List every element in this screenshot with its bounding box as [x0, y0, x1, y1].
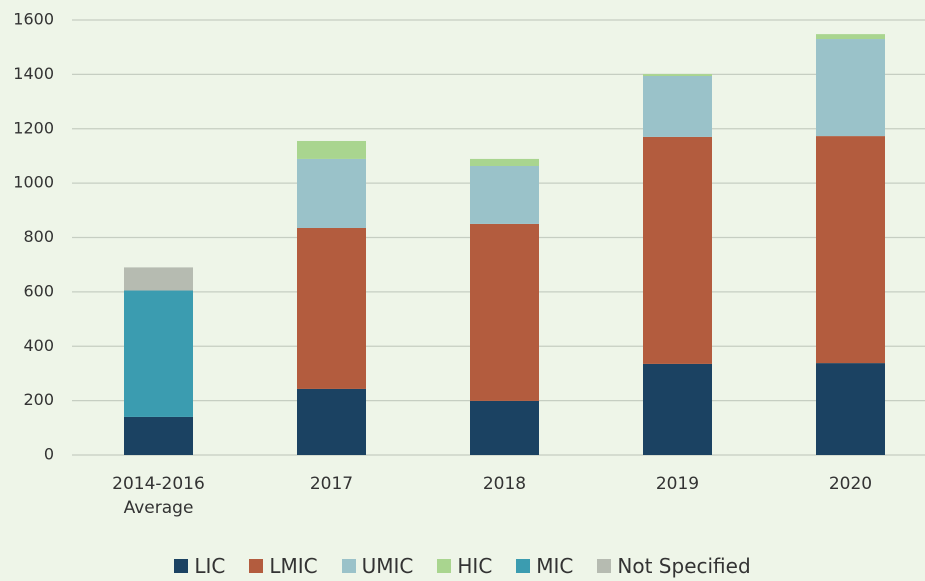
legend-label: LIC: [194, 554, 226, 578]
bar-segment: [816, 363, 885, 455]
bar-segment: [816, 39, 885, 137]
y-tick-label: 0: [44, 445, 54, 464]
y-tick-label: 200: [23, 390, 54, 409]
bar-segment: [643, 76, 712, 137]
bar-segment: [816, 34, 885, 40]
legend-item: LIC: [174, 554, 225, 578]
legend-item: MIC: [516, 554, 573, 578]
bar-segment: [124, 416, 193, 455]
y-tick-label: 1200: [13, 118, 54, 137]
bar-segment: [470, 158, 539, 166]
legend-item: LMIC: [249, 554, 318, 578]
legend: LIC LMIC UMIC HIC MIC Not Specified: [0, 554, 925, 578]
bar-segment: [470, 165, 539, 224]
legend-label: LMIC: [269, 554, 318, 578]
bar-segment: [643, 136, 712, 364]
legend-label: HIC: [457, 554, 493, 578]
legend-swatch: [249, 559, 264, 573]
legend-label: Not Specified: [617, 554, 751, 578]
legend-item: UMIC: [341, 554, 414, 578]
y-tick-label: 400: [23, 336, 54, 355]
legend-swatch: [516, 559, 531, 573]
x-tick-label: 2018: [482, 474, 527, 494]
y-tick-label: 1400: [13, 64, 54, 83]
legend-swatch: [597, 559, 612, 573]
x-tick-label: 2017: [309, 474, 354, 494]
x-tick-label: 2020: [828, 474, 873, 494]
legend-swatch: [437, 559, 452, 573]
bar-segment: [470, 400, 539, 455]
x-tick-label: 2019: [655, 474, 700, 494]
legend-swatch: [341, 559, 356, 573]
y-tick-label: 1600: [13, 10, 54, 29]
y-tick-label: 800: [23, 227, 54, 246]
y-tick-label: 600: [23, 281, 54, 300]
y-tick-label: 1000: [13, 173, 54, 192]
bar-segment: [124, 290, 193, 417]
bar-segment: [297, 140, 366, 159]
bar-segment: [816, 136, 885, 364]
legend-label: UMIC: [361, 554, 414, 578]
legend-swatch: [174, 559, 189, 573]
bar-segment: [124, 267, 193, 291]
legend-item: Not Specified: [597, 554, 751, 578]
x-tick-label: 2014-2016 Average: [112, 474, 205, 518]
bar-segment: [297, 158, 366, 228]
bar-segment: [297, 388, 366, 455]
legend-item: HIC: [437, 554, 492, 578]
bar-segment: [297, 227, 366, 389]
bar-segment: [643, 363, 712, 455]
legend-label: MIC: [536, 554, 574, 578]
bar-segment: [643, 74, 712, 77]
bar-segment: [470, 223, 539, 401]
